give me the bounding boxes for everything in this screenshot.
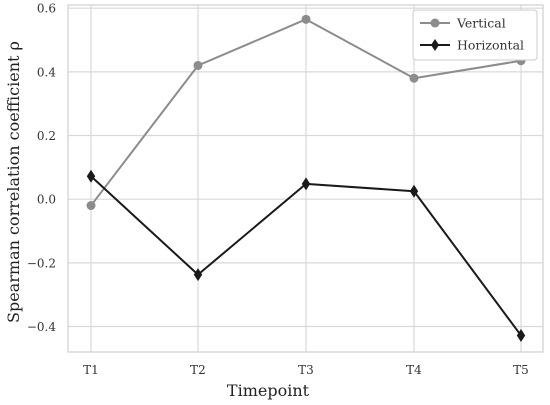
data-point-vertical (409, 73, 419, 83)
x-tick-label: T4 (406, 363, 422, 377)
x-tick-label: T2 (190, 363, 206, 377)
data-point-vertical (86, 201, 96, 211)
data-point-horizontal (409, 184, 419, 198)
x-tick-label: T3 (298, 363, 314, 377)
x-tick-label: T5 (513, 363, 529, 377)
y-tick-label: 0.4 (37, 65, 56, 79)
data-point-horizontal (86, 169, 96, 183)
y-tick-label: 0.2 (37, 129, 56, 143)
data-point-horizontal (193, 268, 203, 282)
y-tick-label: −0.4 (27, 320, 57, 334)
data-point-vertical (193, 60, 203, 70)
x-axis-label: Timepoint (227, 381, 310, 400)
data-point-horizontal (516, 328, 526, 342)
legend-marker-vertical (430, 18, 440, 28)
legend-label-vertical: Vertical (456, 16, 506, 31)
legend-label-horizontal: Horizontal (457, 38, 524, 53)
x-tick-label: T1 (83, 363, 99, 377)
x-tick-labels: T1 T2 T3 T4 T5 (83, 363, 529, 377)
data-point-horizontal (301, 177, 311, 191)
y-tick-label: 0.0 (37, 193, 56, 207)
data-point-vertical (301, 14, 311, 24)
y-tick-labels: 0.6 0.4 0.2 0.0 −0.2 −0.4 (27, 2, 57, 334)
y-tick-label: 0.6 (37, 2, 56, 16)
series-layer (86, 14, 526, 342)
y-tick-label: −0.2 (27, 256, 56, 270)
y-axis-label: Spearman correlation coefficient ρ (4, 41, 23, 323)
legend-marker-horizontal (431, 39, 439, 51)
legend: Vertical Horizontal (412, 9, 538, 61)
plot-frame (67, 4, 544, 353)
